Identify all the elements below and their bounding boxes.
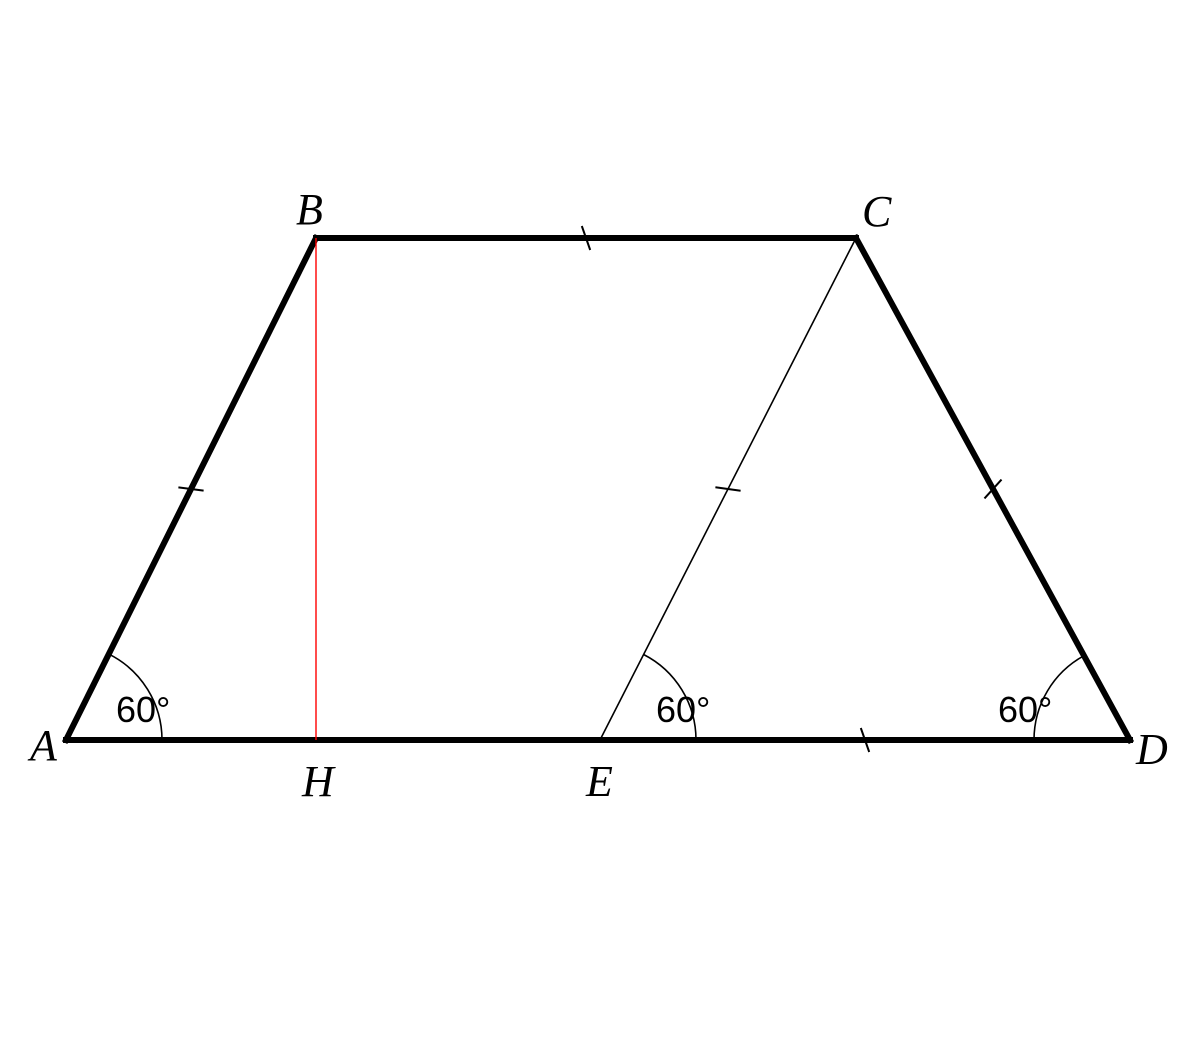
vertex-label: A [27,721,58,770]
vertex-label: D [1135,725,1168,774]
vertex-label: H [301,757,336,806]
diagram-background [0,0,1200,1038]
angle-label: 60° [998,689,1052,730]
vertex-label: C [862,187,892,236]
vertex-label: B [296,185,323,234]
vertex-label: E [585,757,613,806]
geometry-diagram: 60° 60° 60° A B C D H E [0,0,1200,1038]
angle-label: 60° [656,689,710,730]
angle-label: 60° [116,689,170,730]
